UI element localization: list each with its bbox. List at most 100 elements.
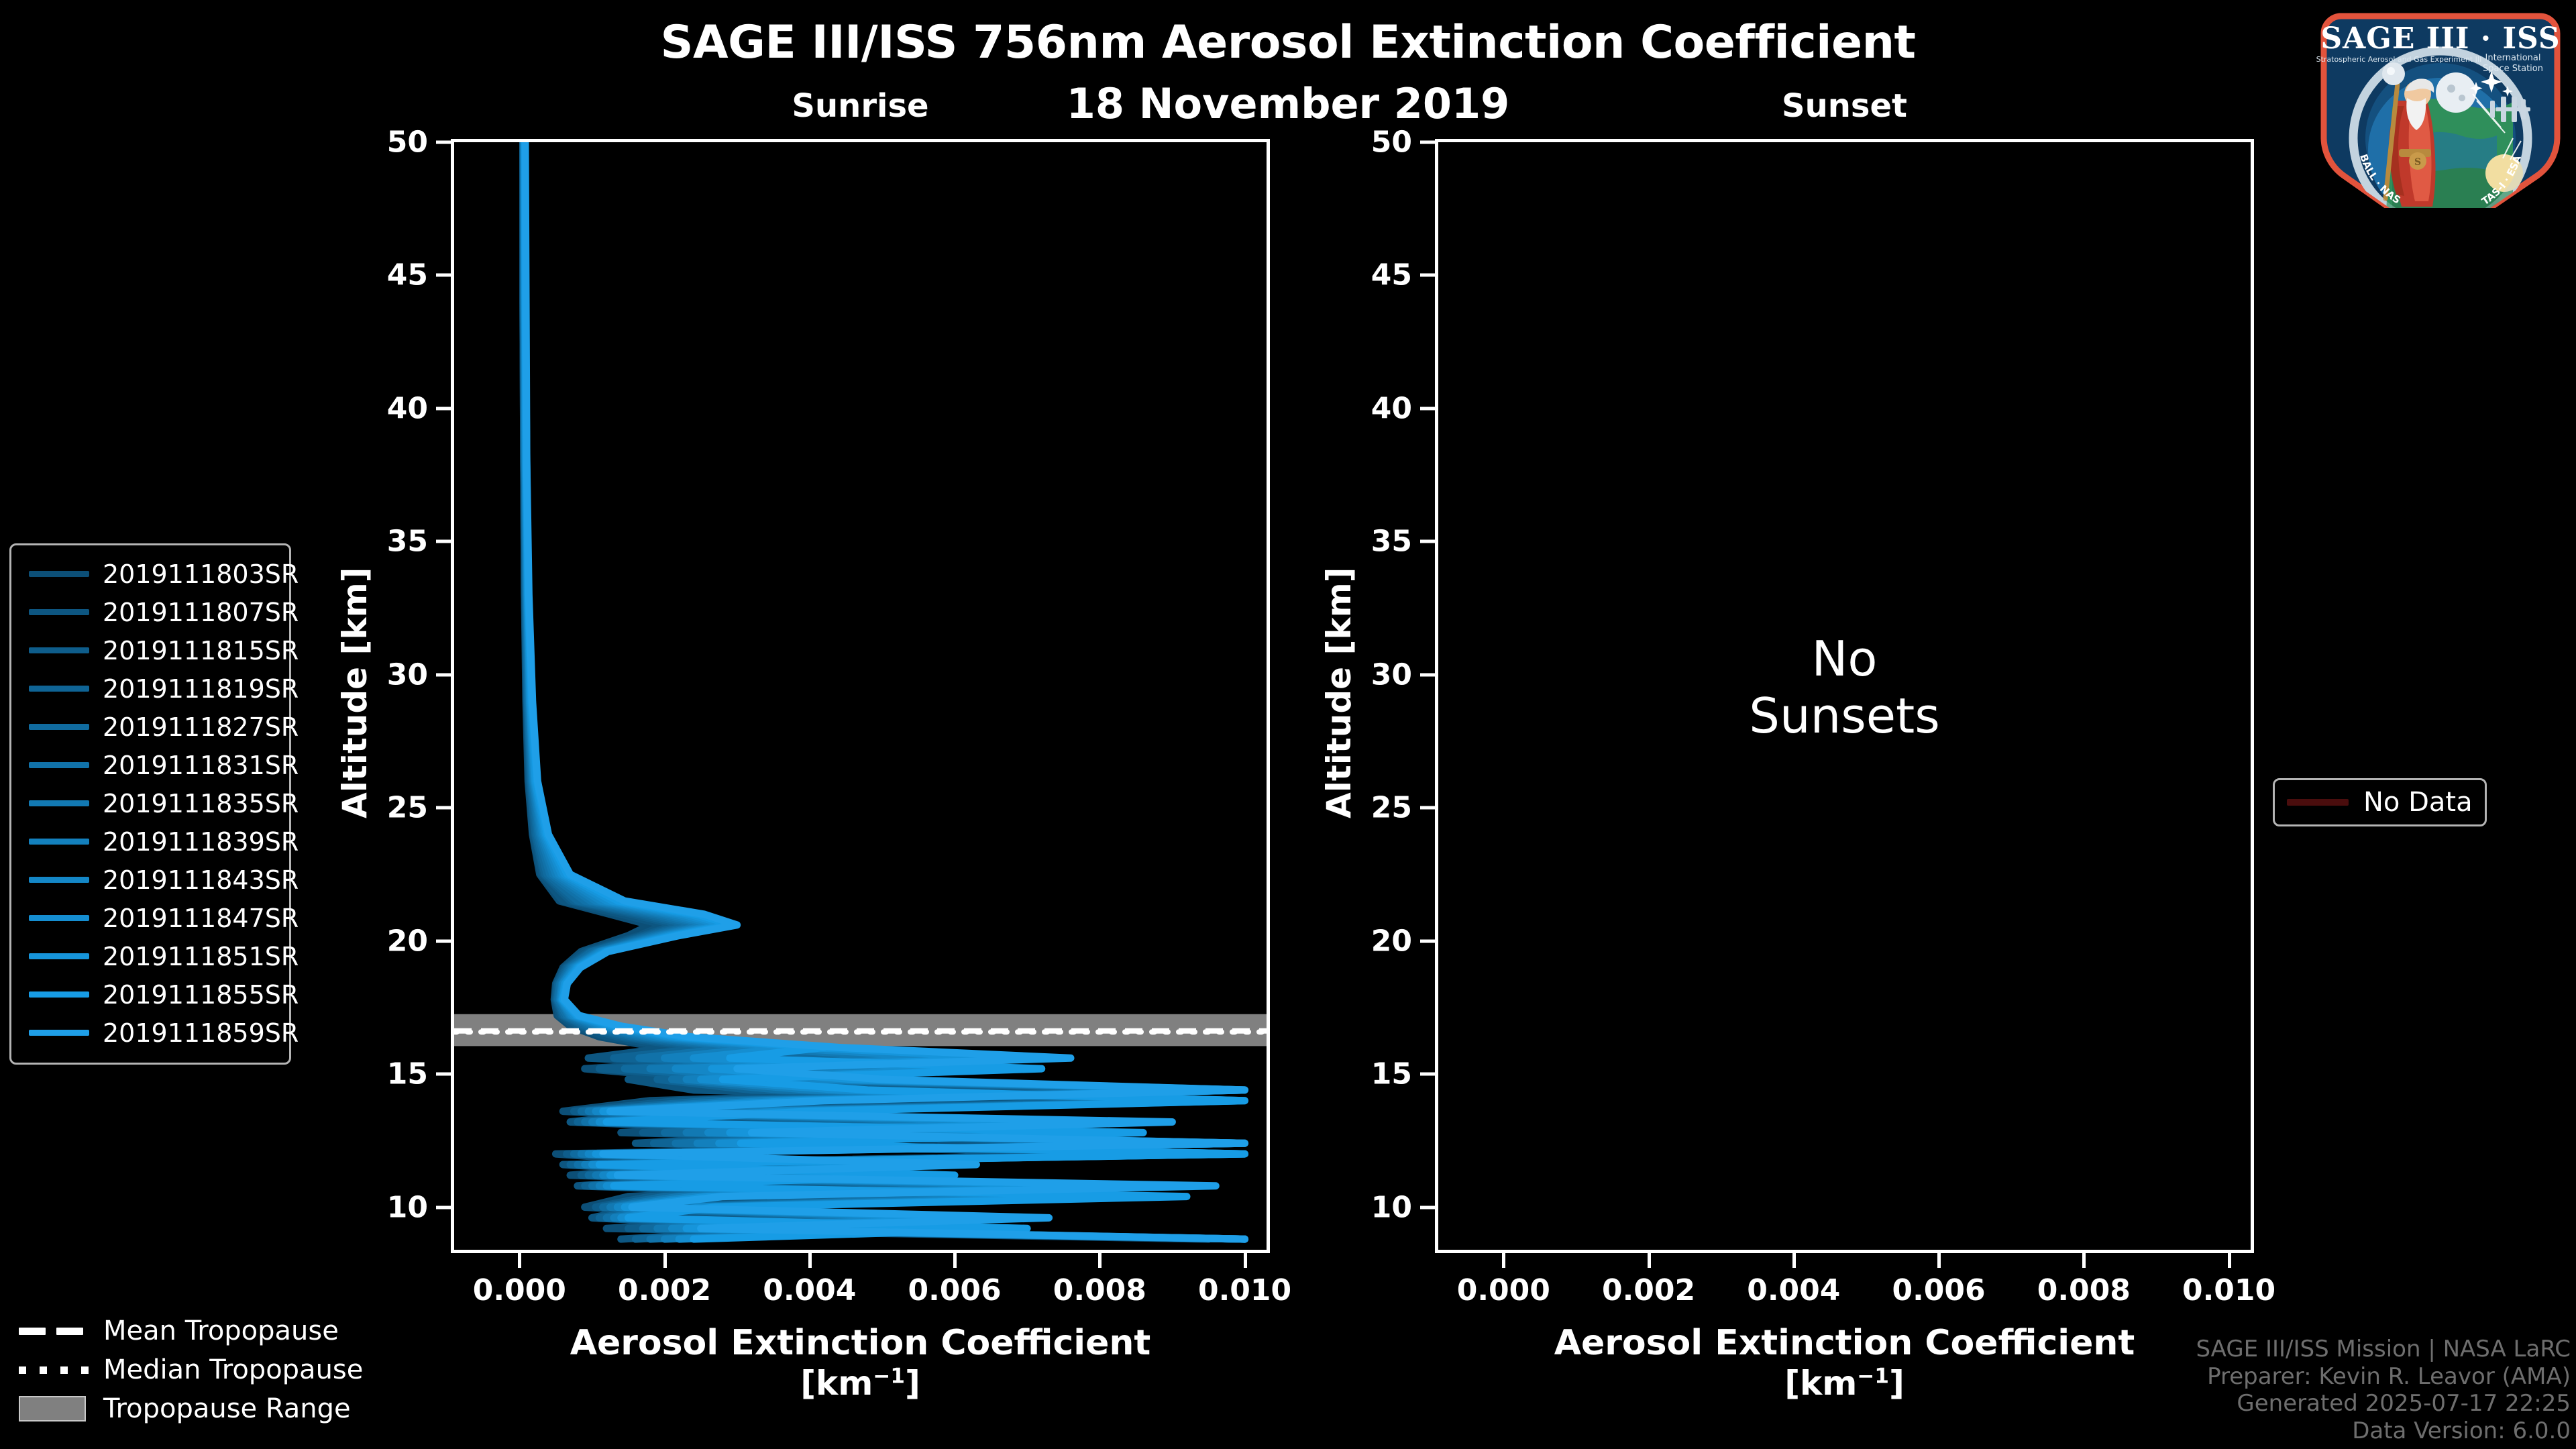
y-axis-tick-label: 10 bbox=[386, 1190, 428, 1224]
y-axis-tick-mark bbox=[1420, 1205, 1435, 1209]
logo-subtitle-left: Stratospheric Aerosol and Gas Experiment… bbox=[2316, 55, 2482, 64]
sunset-panel-title: Sunset bbox=[1782, 87, 1907, 125]
no-sunsets-line1: No bbox=[1811, 631, 1878, 687]
legend-label-series: 2019111855SR bbox=[103, 979, 299, 1010]
x-axis-tick-mark bbox=[808, 1253, 812, 1268]
y-axis-tick-label: 45 bbox=[1371, 258, 1412, 292]
sunset-x-axis-label-text: Aerosol Extinction Coefficient bbox=[1554, 1323, 2135, 1363]
legend-item-median-tropopause: Median Tropopause bbox=[9, 1350, 385, 1389]
sunset-x-axis-unit: [km−1] bbox=[1784, 1364, 1904, 1403]
credits-block: SAGE III/ISS Mission | NASA LaRC Prepare… bbox=[2196, 1336, 2571, 1445]
x-axis-tick-mark bbox=[1792, 1253, 1796, 1268]
y-axis-tick-mark bbox=[1420, 673, 1435, 677]
no-sunsets-annotation: No Sunsets bbox=[1435, 631, 2254, 745]
no-data-legend-label: No Data bbox=[2363, 787, 2473, 818]
y-axis-tick-mark bbox=[436, 673, 451, 677]
no-data-legend[interactable]: No Data bbox=[2273, 778, 2487, 826]
y-axis-tick-mark bbox=[1420, 407, 1435, 411]
series-color-line-icon bbox=[29, 800, 89, 806]
credits-data-version: Data Version: 6.0.0 bbox=[2352, 1417, 2571, 1445]
sunset-y-axis: 10 15 20 25 30 35 40 45 50 bbox=[1341, 125, 1435, 1253]
no-data-line-icon bbox=[2287, 799, 2349, 806]
y-axis-tick-mark bbox=[1420, 140, 1435, 144]
legend-item-series[interactable]: 2019111835SR bbox=[18, 784, 299, 822]
y-axis-tick-mark bbox=[436, 407, 451, 411]
sunset-plot-panel bbox=[1435, 139, 2254, 1253]
y-axis-tick-label: 40 bbox=[386, 391, 428, 426]
y-axis-tick-label: 30 bbox=[386, 657, 428, 692]
legend-label-series: 2019111803SR bbox=[103, 559, 299, 589]
series-color-line-icon bbox=[29, 839, 89, 845]
sunset-x-axis: 0.000 0.002 0.004 0.006 0.008 0.010 bbox=[1435, 1253, 2275, 1334]
sunrise-x-axis-label: Aerosol Extinction Coefficient [km−1] bbox=[451, 1323, 1270, 1403]
y-axis-tick-mark bbox=[1420, 273, 1435, 277]
x-axis-tick-label: 0.010 bbox=[2182, 1273, 2276, 1307]
y-axis-tick-label: 15 bbox=[386, 1057, 428, 1091]
date-subtitle: 18 November 2019 bbox=[1066, 79, 1510, 128]
x-axis-tick-label: 0.000 bbox=[1456, 1273, 1550, 1307]
legend-label-series: 2019111851SR bbox=[103, 941, 299, 971]
credits-generated: Generated 2025-07-17 22:25 bbox=[2237, 1390, 2571, 1417]
x-axis-tick-label: 0.004 bbox=[1747, 1273, 1841, 1307]
y-axis-tick-label: 35 bbox=[386, 524, 428, 559]
legend-item-series[interactable]: 2019111843SR bbox=[18, 861, 299, 899]
credits-preparer: Preparer: Kevin R. Leavor (AMA) bbox=[2207, 1362, 2571, 1390]
x-axis-tick-label: 0.008 bbox=[2037, 1273, 2131, 1307]
y-axis-tick-mark bbox=[436, 140, 451, 144]
legend-label-mean-tropopause: Mean Tropopause bbox=[103, 1316, 339, 1346]
page-title: SAGE III/ISS 756nm Aerosol Extinction Co… bbox=[660, 16, 1916, 69]
dotted-line-icon bbox=[19, 1360, 89, 1380]
legend-item-series[interactable]: 2019111831SR bbox=[18, 746, 299, 784]
series-color-line-icon bbox=[29, 953, 89, 959]
legend-item-series[interactable]: 2019111803SR bbox=[18, 555, 299, 593]
y-axis-tick-mark bbox=[1420, 1072, 1435, 1076]
y-axis-tick-mark bbox=[436, 806, 451, 810]
legend-item-series[interactable]: 2019111815SR bbox=[18, 631, 299, 669]
x-axis-tick-label: 0.010 bbox=[1197, 1273, 1292, 1307]
x-axis-tick-label: 0.006 bbox=[1892, 1273, 1986, 1307]
series-color-line-icon bbox=[29, 915, 89, 921]
legend-label-series: 2019111843SR bbox=[103, 865, 299, 895]
x-axis-tick-mark bbox=[1647, 1253, 1651, 1268]
series-color-line-icon bbox=[29, 609, 89, 615]
legend-item-series[interactable]: 2019111847SR bbox=[18, 899, 299, 937]
sunrise-x-axis-label-text: Aerosol Extinction Coefficient bbox=[570, 1323, 1151, 1363]
x-axis-tick-label: 0.002 bbox=[1601, 1273, 1696, 1307]
y-axis-tick-label: 10 bbox=[1371, 1190, 1412, 1224]
logo-subtitle-right-2: Space Station bbox=[2483, 64, 2543, 74]
y-axis-tick-label: 30 bbox=[1371, 657, 1412, 692]
sunrise-y-axis-label: Altitude [km] bbox=[335, 567, 374, 818]
legend-item-series[interactable]: 2019111827SR bbox=[18, 708, 299, 746]
legend-item-series[interactable]: 2019111839SR bbox=[18, 822, 299, 861]
sunrise-plot-panel bbox=[451, 139, 1270, 1253]
legend-item-series[interactable]: 2019111855SR bbox=[18, 975, 299, 1014]
legend-item-series[interactable]: 2019111819SR bbox=[18, 669, 299, 708]
y-axis-tick-mark bbox=[436, 1072, 451, 1076]
legend-item-series[interactable]: 2019111807SR bbox=[18, 593, 299, 631]
series-legend[interactable]: 2019111803SR 2019111807SR 2019111815SR 2019… bbox=[9, 543, 299, 1065]
x-axis-tick-label: 0.006 bbox=[908, 1273, 1002, 1307]
legend-label-series: 2019111819SR bbox=[103, 674, 299, 704]
legend-item-mean-tropopause: Mean Tropopause bbox=[9, 1311, 385, 1350]
y-axis-tick-mark bbox=[1420, 806, 1435, 810]
y-axis-tick-mark bbox=[436, 273, 451, 277]
legend-label-series: 2019111807SR bbox=[103, 597, 299, 627]
dashed-line-icon bbox=[19, 1321, 89, 1341]
x-axis-tick-mark bbox=[2082, 1253, 2086, 1268]
legend-item-series[interactable]: 2019111851SR bbox=[18, 937, 299, 975]
y-axis-tick-label: 15 bbox=[1371, 1057, 1412, 1091]
x-axis-tick-mark bbox=[1502, 1253, 1506, 1268]
y-axis-tick-mark bbox=[1420, 939, 1435, 943]
x-axis-tick-label: 0.002 bbox=[617, 1273, 712, 1307]
legend-label-series: 2019111847SR bbox=[103, 903, 299, 933]
x-axis-tick-mark bbox=[2227, 1253, 2231, 1268]
legend-label-series: 2019111831SR bbox=[103, 750, 299, 780]
svg-text:S: S bbox=[2414, 157, 2421, 168]
legend-item-series[interactable]: 2019111859SR bbox=[18, 1014, 299, 1052]
y-axis-tick-mark bbox=[436, 1205, 451, 1209]
no-sunsets-line2: Sunsets bbox=[1749, 687, 1940, 744]
legend-label-median-tropopause: Median Tropopause bbox=[103, 1354, 364, 1385]
y-axis-tick-label: 50 bbox=[386, 125, 428, 160]
x-axis-tick-label: 0.008 bbox=[1053, 1273, 1146, 1307]
y-axis-tick-label: 20 bbox=[1371, 924, 1412, 959]
